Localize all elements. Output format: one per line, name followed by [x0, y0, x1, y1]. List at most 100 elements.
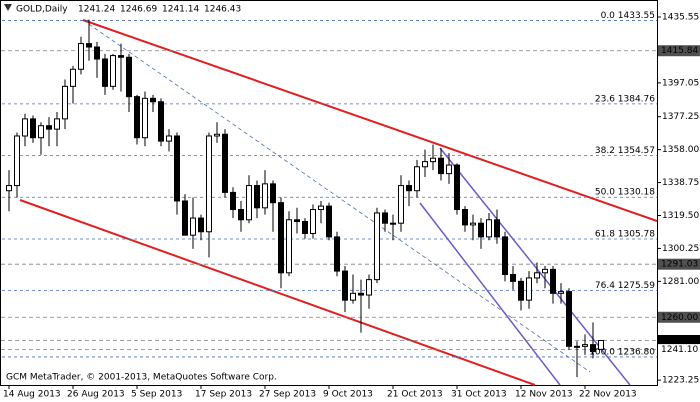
candle-body — [302, 220, 308, 234]
price-label: 1415.84 — [661, 46, 698, 56]
candle-body — [174, 135, 180, 202]
symbol-icon — [4, 4, 12, 11]
candle-body — [334, 236, 340, 272]
candle-body — [22, 118, 28, 137]
candle-body — [582, 344, 588, 347]
x-tick-label: 14 Aug 2013 — [3, 390, 61, 400]
price-label-box — [658, 45, 700, 57]
fib-label: 50.0 1330.18 — [595, 188, 655, 198]
candle-body — [494, 219, 500, 238]
candle-body — [230, 191, 236, 211]
candle-body — [358, 292, 364, 296]
candle-body — [126, 56, 132, 98]
candle-body — [102, 58, 108, 87]
candle-body — [590, 344, 596, 352]
candle-body — [70, 68, 76, 87]
candle-body — [350, 292, 356, 301]
candle-body — [286, 219, 292, 274]
channel-upper — [82, 19, 658, 222]
candle-body — [422, 161, 428, 168]
candle-body — [246, 185, 252, 221]
candle-body — [326, 205, 332, 238]
y-tick-label: 1223.25 — [662, 376, 699, 386]
candle-body — [550, 268, 556, 294]
candle-body — [310, 209, 316, 234]
y-tick-label: 1338.75 — [662, 178, 699, 188]
candle-body — [190, 217, 196, 236]
candle-body — [398, 185, 404, 224]
x-tick-label: 12 Nov 2013 — [515, 390, 573, 400]
candle-body — [38, 125, 44, 139]
ohlc-value: 1241.14 — [162, 5, 199, 15]
candle-body — [30, 118, 36, 139]
x-tick-label: 21 Oct 2013 — [387, 390, 443, 400]
footer: GCM MetaTrader, © 2001-2013, MetaQuotes … — [6, 373, 277, 383]
candle-body — [110, 55, 116, 87]
candle-body — [454, 164, 460, 211]
x-tick-label: 17 Sep 2013 — [195, 390, 252, 400]
y-tick-label: 1377.25 — [662, 112, 699, 122]
price-label-box — [658, 334, 700, 346]
candle-body — [54, 118, 60, 130]
x-tick-label: 5 Sep 2013 — [131, 390, 182, 400]
candle-body — [470, 222, 476, 226]
x-tick-label: 26 Aug 2013 — [67, 390, 125, 400]
candle-body — [134, 96, 140, 139]
candle-body — [222, 133, 228, 193]
candle-body — [414, 166, 420, 192]
candle-body — [534, 272, 540, 279]
candle-body — [182, 200, 188, 236]
candle-body — [518, 280, 524, 301]
candle-body — [158, 101, 164, 142]
candle-body — [254, 185, 260, 209]
candle-body — [86, 43, 92, 48]
x-tick-label: 9 Oct 2013 — [323, 390, 373, 400]
candle-body — [342, 270, 348, 301]
y-tick-label: 1300.25 — [662, 244, 699, 254]
candle-body — [526, 277, 532, 301]
candle-body — [406, 185, 412, 192]
candle-body — [542, 268, 548, 274]
fib-label: 100.0 1236.80 — [589, 347, 655, 357]
channel-lower — [19, 199, 536, 386]
chart-title: GOLD,Daily — [16, 5, 68, 15]
y-tick-label: 1397.05 — [662, 78, 699, 88]
candle-body — [318, 205, 324, 211]
candle-body — [502, 236, 508, 276]
price-label-box — [658, 311, 700, 323]
fib-label: 38.2 1354.57 — [595, 146, 655, 156]
trend-lines — [1, 19, 658, 386]
price-label-box — [658, 258, 700, 270]
candle-body — [438, 157, 444, 175]
candle-body — [374, 212, 380, 281]
price-label: 1260.00 — [661, 313, 698, 323]
candle-body — [390, 222, 396, 225]
candle-body — [166, 135, 172, 142]
candle-body — [430, 157, 436, 163]
price-label-box — [658, 344, 700, 356]
y-tick-label: 1319.50 — [662, 211, 699, 221]
candle-body — [510, 274, 516, 282]
candle-body — [446, 164, 452, 175]
fib-label: 76.4 1275.59 — [595, 281, 655, 291]
candle-body — [294, 219, 300, 222]
candle-body — [486, 219, 492, 238]
fib-label: 0.0 1433.55 — [601, 11, 655, 21]
price-label: 1291.03 — [661, 260, 698, 270]
candle-body — [206, 135, 212, 233]
candle-body — [478, 222, 484, 238]
candle-body — [270, 183, 276, 204]
fib-label: 61.8 1305.78 — [595, 229, 655, 239]
candle-body — [382, 212, 388, 224]
candle-body — [366, 279, 372, 296]
price-label: 1246.43 — [661, 336, 698, 346]
x-tick-label: 22 Nov 2013 — [579, 390, 637, 400]
y-tick-label: 1281.00 — [662, 277, 699, 287]
candle-body — [94, 46, 100, 60]
candle-body — [214, 133, 220, 137]
candle-body — [558, 291, 564, 294]
candle-body — [262, 183, 268, 209]
fib-label: 23.6 1384.76 — [595, 94, 655, 104]
candle-body — [462, 209, 468, 226]
